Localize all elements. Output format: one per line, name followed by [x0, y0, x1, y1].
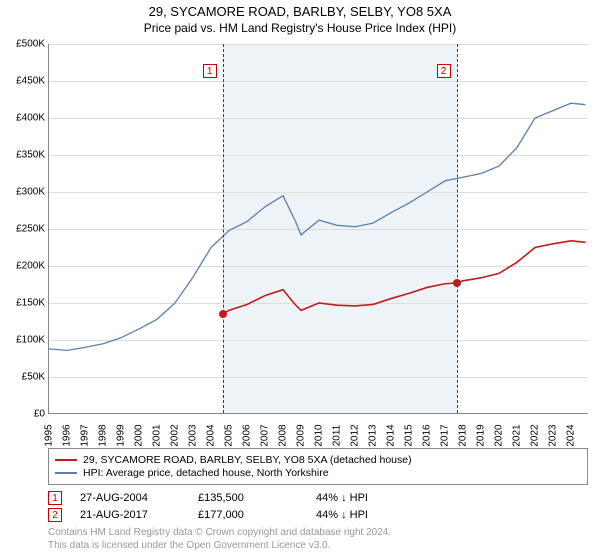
legend-label: 29, SYCAMORE ROAD, BARLBY, SELBY, YO8 5X…	[83, 454, 412, 466]
legend-swatch	[55, 472, 77, 474]
y-axis-label: £450K	[3, 76, 45, 87]
event-price: £135,500	[198, 492, 298, 504]
marker-dot-1	[219, 310, 227, 318]
x-axis-label: 2001	[152, 421, 163, 451]
event-marker: 2	[48, 508, 62, 522]
marker-dot-2	[453, 279, 461, 287]
y-axis-label: £150K	[3, 298, 45, 309]
series-hpi	[49, 103, 585, 350]
legend-item: HPI: Average price, detached house, Nort…	[55, 467, 581, 479]
x-axis-label: 2012	[350, 421, 361, 451]
footer-line1: Contains HM Land Registry data © Crown c…	[48, 526, 588, 539]
x-axis-label: 2014	[386, 421, 397, 451]
x-axis-label: 1997	[80, 421, 91, 451]
x-axis-label: 2003	[188, 421, 199, 451]
x-axis-label: 2005	[224, 421, 235, 451]
y-axis-label: £0	[3, 409, 45, 420]
x-axis-label: 2022	[530, 421, 541, 451]
chart-title-address: 29, SYCAMORE ROAD, BARLBY, SELBY, YO8 5X…	[0, 4, 600, 19]
footer-line2: This data is licensed under the Open Gov…	[48, 539, 588, 552]
x-axis-label: 1996	[62, 421, 73, 451]
x-axis-label: 2013	[368, 421, 379, 451]
x-axis-label: 2016	[422, 421, 433, 451]
event-marker: 1	[48, 491, 62, 505]
event-price: £177,000	[198, 509, 298, 521]
marker-box-1: 1	[203, 64, 217, 78]
y-axis-label: £400K	[3, 113, 45, 124]
y-axis-label: £500K	[3, 39, 45, 50]
legend-swatch	[55, 459, 77, 461]
event-date: 27-AUG-2004	[80, 492, 180, 504]
chart-title-desc: Price paid vs. HM Land Registry's House …	[0, 21, 600, 35]
x-axis-label: 2023	[548, 421, 559, 451]
x-axis-label: 2004	[206, 421, 217, 451]
y-axis-label: £200K	[3, 261, 45, 272]
chart-plot-area: £0£50K£100K£150K£200K£250K£300K£350K£400…	[48, 44, 588, 414]
x-axis-label: 2002	[170, 421, 181, 451]
footer-text: Contains HM Land Registry data © Crown c…	[48, 526, 588, 552]
y-axis-label: £100K	[3, 335, 45, 346]
legend-item: 29, SYCAMORE ROAD, BARLBY, SELBY, YO8 5X…	[55, 454, 581, 466]
x-axis-label: 2007	[260, 421, 271, 451]
event-delta: 44% ↓ HPI	[316, 509, 416, 521]
event-row: 1 27-AUG-2004 £135,500 44% ↓ HPI	[48, 491, 588, 505]
x-axis-label: 2009	[296, 421, 307, 451]
x-axis-label: 1998	[98, 421, 109, 451]
x-axis-label: 2008	[278, 421, 289, 451]
event-row: 2 21-AUG-2017 £177,000 44% ↓ HPI	[48, 508, 588, 522]
y-axis-label: £50K	[3, 372, 45, 383]
marker-box-2: 2	[437, 64, 451, 78]
x-axis-label: 1995	[44, 421, 55, 451]
event-delta: 44% ↓ HPI	[316, 492, 416, 504]
legend-box: 29, SYCAMORE ROAD, BARLBY, SELBY, YO8 5X…	[48, 448, 588, 485]
x-axis-label: 2020	[494, 421, 505, 451]
x-axis-label: 2017	[440, 421, 451, 451]
events-table: 1 27-AUG-2004 £135,500 44% ↓ HPI 2 21-AUG-201…	[48, 491, 588, 522]
legend-block: 29, SYCAMORE ROAD, BARLBY, SELBY, YO8 5X…	[48, 448, 588, 552]
x-axis-label: 2019	[476, 421, 487, 451]
series-price_paid	[223, 241, 586, 314]
x-axis-label: 2024	[566, 421, 577, 451]
x-axis-label: 2010	[314, 421, 325, 451]
y-axis-label: £300K	[3, 187, 45, 198]
x-axis-label: 2015	[404, 421, 415, 451]
x-axis-label: 1999	[116, 421, 127, 451]
x-axis-label: 2006	[242, 421, 253, 451]
y-axis-label: £350K	[3, 150, 45, 161]
x-axis-label: 2018	[458, 421, 469, 451]
y-axis-label: £250K	[3, 224, 45, 235]
x-axis-label: 2000	[134, 421, 145, 451]
x-axis-label: 2021	[512, 421, 523, 451]
x-axis-label: 2011	[332, 421, 343, 451]
legend-label: HPI: Average price, detached house, Nort…	[83, 467, 329, 479]
event-date: 21-AUG-2017	[80, 509, 180, 521]
